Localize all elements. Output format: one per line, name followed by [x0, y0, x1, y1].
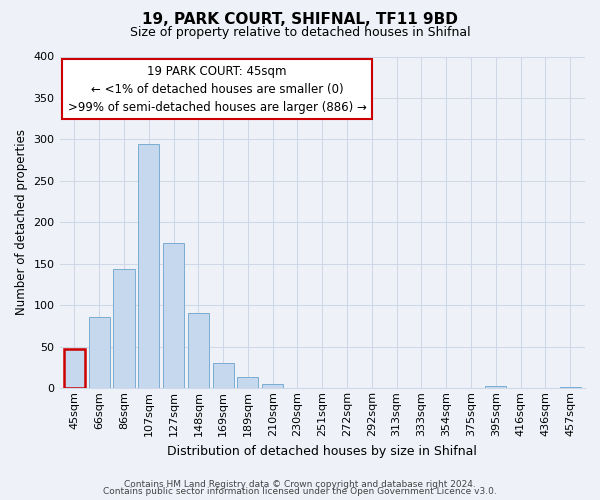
Bar: [138, 144, 160, 388]
X-axis label: Distribution of detached houses by size in Shifnal: Distribution of detached houses by size …: [167, 444, 477, 458]
Text: Contains public sector information licensed under the Open Government Licence v3: Contains public sector information licen…: [103, 487, 497, 496]
Bar: [560, 386, 581, 388]
Y-axis label: Number of detached properties: Number of detached properties: [15, 130, 28, 316]
Bar: [238, 376, 259, 388]
Text: Size of property relative to detached houses in Shifnal: Size of property relative to detached ho…: [130, 26, 470, 39]
Bar: [212, 364, 233, 388]
Text: Contains HM Land Registry data © Crown copyright and database right 2024.: Contains HM Land Registry data © Crown c…: [124, 480, 476, 489]
Bar: [89, 317, 110, 388]
Text: 19 PARK COURT: 45sqm
← <1% of detached houses are smaller (0)
>99% of semi-detac: 19 PARK COURT: 45sqm ← <1% of detached h…: [68, 65, 367, 114]
Bar: [113, 269, 134, 388]
Bar: [262, 384, 283, 388]
Bar: [163, 243, 184, 388]
Bar: [188, 313, 209, 388]
Bar: [485, 386, 506, 388]
Bar: [64, 350, 85, 389]
Text: 19, PARK COURT, SHIFNAL, TF11 9BD: 19, PARK COURT, SHIFNAL, TF11 9BD: [142, 12, 458, 28]
